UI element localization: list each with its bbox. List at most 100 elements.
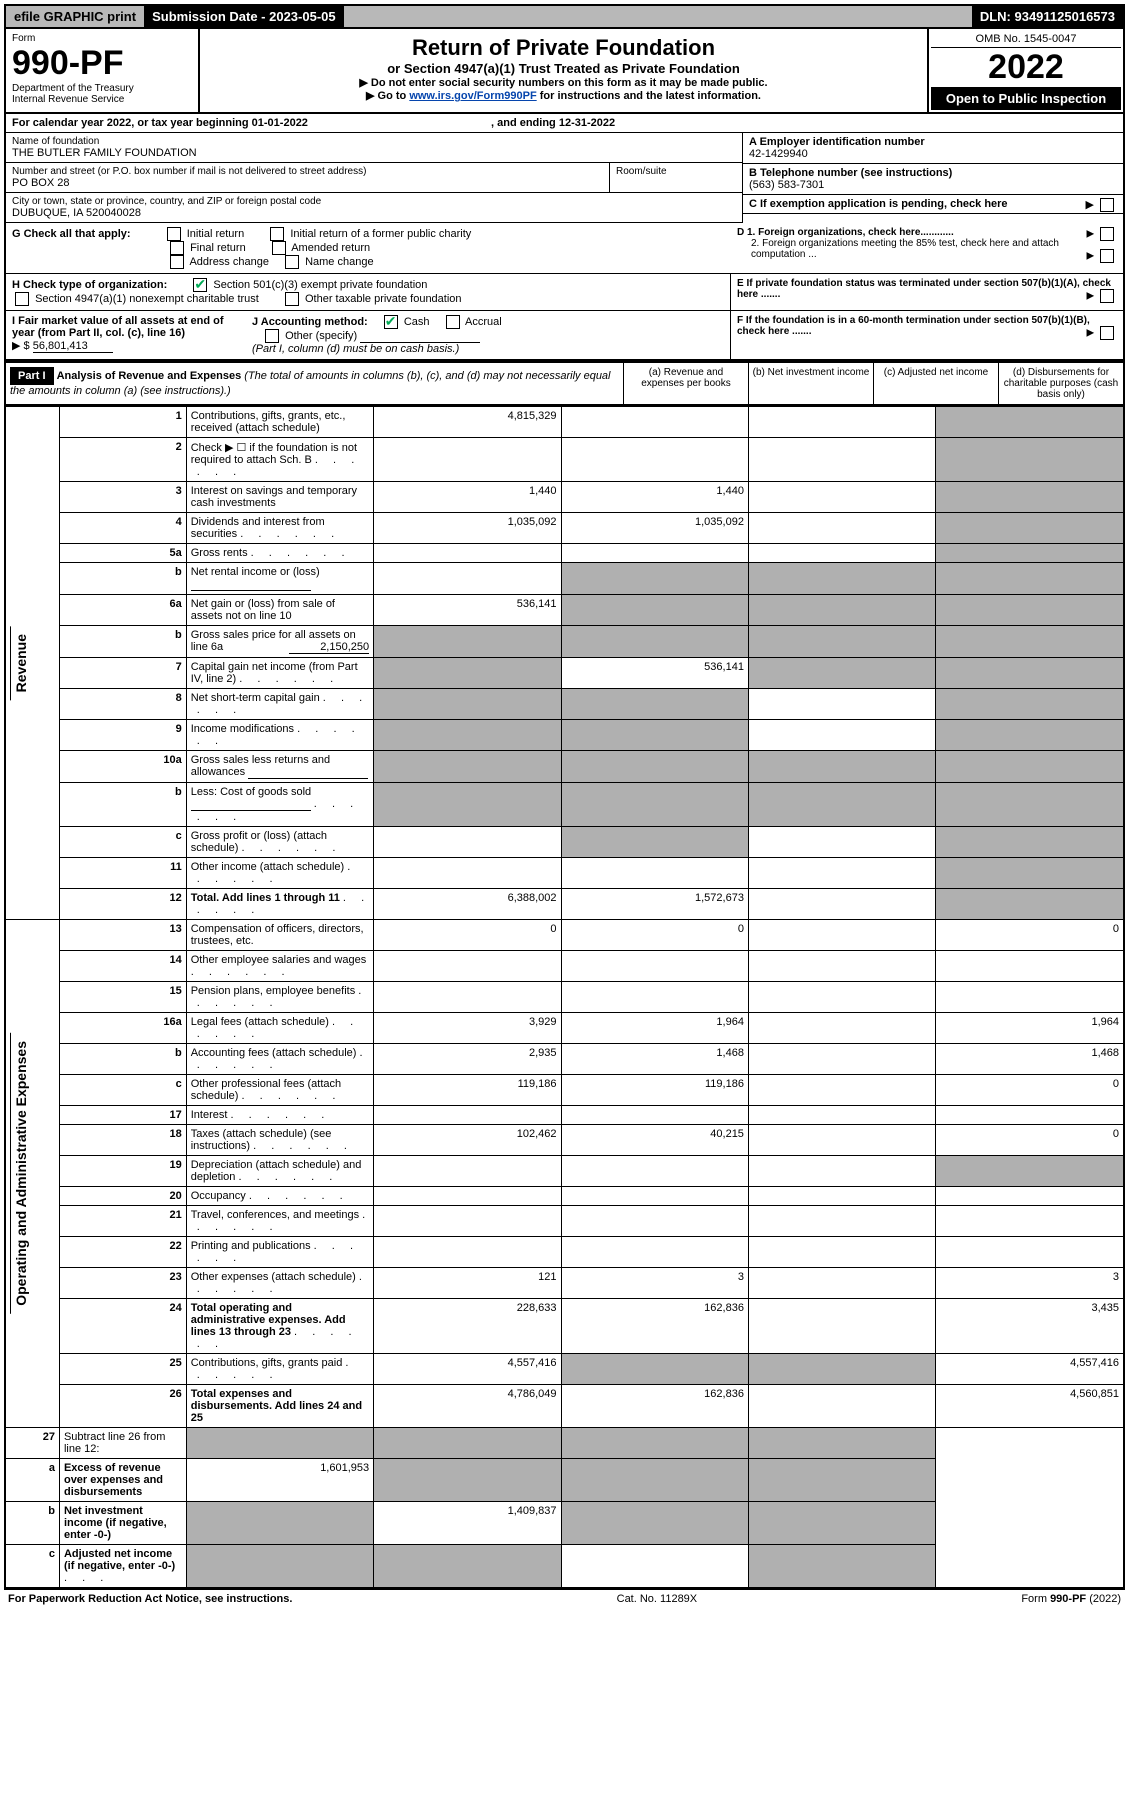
amount-cell <box>186 1428 373 1459</box>
table-row: Operating and Administrative Expenses13C… <box>5 920 1124 951</box>
amount-cell <box>748 858 935 889</box>
line-number: 16a <box>59 1013 186 1044</box>
amount-cell: 1,964 <box>936 1013 1124 1044</box>
page-footer: For Paperwork Reduction Act Notice, see … <box>4 1589 1125 1608</box>
irs-link[interactable]: www.irs.gov/Form990PF <box>409 90 536 102</box>
h-other-checkbox[interactable] <box>285 292 299 306</box>
table-row: 2Check ▶ ☐ if the foundation is not requ… <box>5 438 1124 482</box>
line-number: 9 <box>59 720 186 751</box>
g-amended-checkbox[interactable] <box>272 241 286 255</box>
amount-cell <box>936 407 1124 438</box>
amount-cell <box>561 407 748 438</box>
amount-cell <box>936 482 1124 513</box>
form-instr2: ▶ Go to www.irs.gov/Form990PF for instru… <box>206 89 921 102</box>
form-number: 990-PF <box>12 44 192 83</box>
amount-cell <box>561 1237 748 1268</box>
line-desc: Pension plans, employee benefits . . . .… <box>186 982 373 1013</box>
amount-cell <box>936 951 1124 982</box>
foundation-name-cell: Name of foundation THE BUTLER FAMILY FOU… <box>6 133 742 163</box>
amount-cell <box>561 1354 748 1385</box>
amount-cell: 4,560,851 <box>936 1385 1124 1428</box>
table-row: 18Taxes (attach schedule) (see instructi… <box>5 1125 1124 1156</box>
g-name-checkbox[interactable] <box>285 255 299 269</box>
line-desc: Check ▶ ☐ if the foundation is not requi… <box>186 438 373 482</box>
g-final-checkbox[interactable] <box>170 241 184 255</box>
amount-cell: 1,468 <box>936 1044 1124 1075</box>
d2-checkbox[interactable] <box>1100 249 1114 263</box>
table-row: 25Contributions, gifts, grants paid . . … <box>5 1354 1124 1385</box>
amount-cell <box>748 407 935 438</box>
amount-cell <box>748 1385 935 1428</box>
amount-cell: 1,440 <box>374 482 561 513</box>
amount-cell <box>748 1156 935 1187</box>
h-4947-checkbox[interactable] <box>15 292 29 306</box>
amount-cell <box>374 858 561 889</box>
entity-info: Name of foundation THE BUTLER FAMILY FOU… <box>4 133 1125 223</box>
col-a-head: (a) Revenue and expenses per books <box>623 363 748 404</box>
line-desc: Legal fees (attach schedule) . . . . . . <box>186 1013 373 1044</box>
amount-cell <box>748 1044 935 1075</box>
irs-label: Internal Revenue Service <box>12 94 192 105</box>
line-number: b <box>59 563 186 595</box>
amount-cell <box>748 1502 935 1545</box>
amount-cell: 1,572,673 <box>561 889 748 920</box>
amount-cell <box>748 920 935 951</box>
amount-cell <box>561 1545 748 1589</box>
line-number: 12 <box>59 889 186 920</box>
amount-cell: 40,215 <box>561 1125 748 1156</box>
amount-cell: 6,388,002 <box>374 889 561 920</box>
table-row: bNet rental income or (loss) <box>5 563 1124 595</box>
amount-cell <box>748 563 935 595</box>
amount-cell <box>561 689 748 720</box>
d1-checkbox[interactable] <box>1100 227 1114 241</box>
line-desc: Interest on savings and temporary cash i… <box>186 482 373 513</box>
line-desc: Excess of revenue over expenses and disb… <box>59 1459 186 1502</box>
form-year-block: OMB No. 1545-0047 2022 Open to Public In… <box>927 29 1123 112</box>
line-number: a <box>5 1459 59 1502</box>
amount-cell <box>561 1459 748 1502</box>
line-number: 7 <box>59 658 186 689</box>
table-row: 6aNet gain or (loss) from sale of assets… <box>5 595 1124 626</box>
g-initial-checkbox[interactable] <box>167 227 181 241</box>
table-row: bLess: Cost of goods sold . . . . . . <box>5 783 1124 827</box>
line-number: 25 <box>59 1354 186 1385</box>
amount-cell <box>748 438 935 482</box>
amount-cell <box>748 689 935 720</box>
amount-cell <box>936 1206 1124 1237</box>
g-address-checkbox[interactable] <box>170 255 184 269</box>
g-initial-former-checkbox[interactable] <box>270 227 284 241</box>
line-number: 24 <box>59 1299 186 1354</box>
line-desc: Contributions, gifts, grants paid . . . … <box>186 1354 373 1385</box>
f-checkbox[interactable] <box>1100 326 1114 340</box>
j-other-checkbox[interactable] <box>265 329 279 343</box>
form-subtitle: or Section 4947(a)(1) Trust Treated as P… <box>206 61 921 76</box>
line-number: 21 <box>59 1206 186 1237</box>
c-checkbox[interactable] <box>1100 198 1114 212</box>
h-501c3-checkbox[interactable] <box>193 278 207 292</box>
line-desc: Total expenses and disbursements. Add li… <box>186 1385 373 1428</box>
amount-cell: 119,186 <box>374 1075 561 1106</box>
line-desc: Other professional fees (attach schedule… <box>186 1075 373 1106</box>
amount-cell <box>561 1206 748 1237</box>
line-number: c <box>59 1075 186 1106</box>
line-desc: Travel, conferences, and meetings . . . … <box>186 1206 373 1237</box>
j-cash-checkbox[interactable] <box>384 315 398 329</box>
line-desc: Occupancy . . . . . . <box>186 1187 373 1206</box>
amount-cell <box>748 658 935 689</box>
j-accrual-checkbox[interactable] <box>446 315 460 329</box>
line-number: 4 <box>59 513 186 544</box>
e-checkbox[interactable] <box>1100 289 1114 303</box>
table-row: 22Printing and publications . . . . . . <box>5 1237 1124 1268</box>
amount-cell <box>374 563 561 595</box>
amount-cell <box>936 1187 1124 1206</box>
amount-cell <box>936 595 1124 626</box>
amount-cell <box>748 1545 935 1589</box>
amount-cell: 119,186 <box>561 1075 748 1106</box>
amount-cell <box>374 1459 561 1502</box>
amount-cell <box>936 658 1124 689</box>
amount-cell <box>936 513 1124 544</box>
room-cell: Room/suite <box>610 163 742 193</box>
amount-cell <box>748 1428 935 1459</box>
amount-cell <box>748 1459 935 1502</box>
table-row: 8Net short-term capital gain . . . . . . <box>5 689 1124 720</box>
